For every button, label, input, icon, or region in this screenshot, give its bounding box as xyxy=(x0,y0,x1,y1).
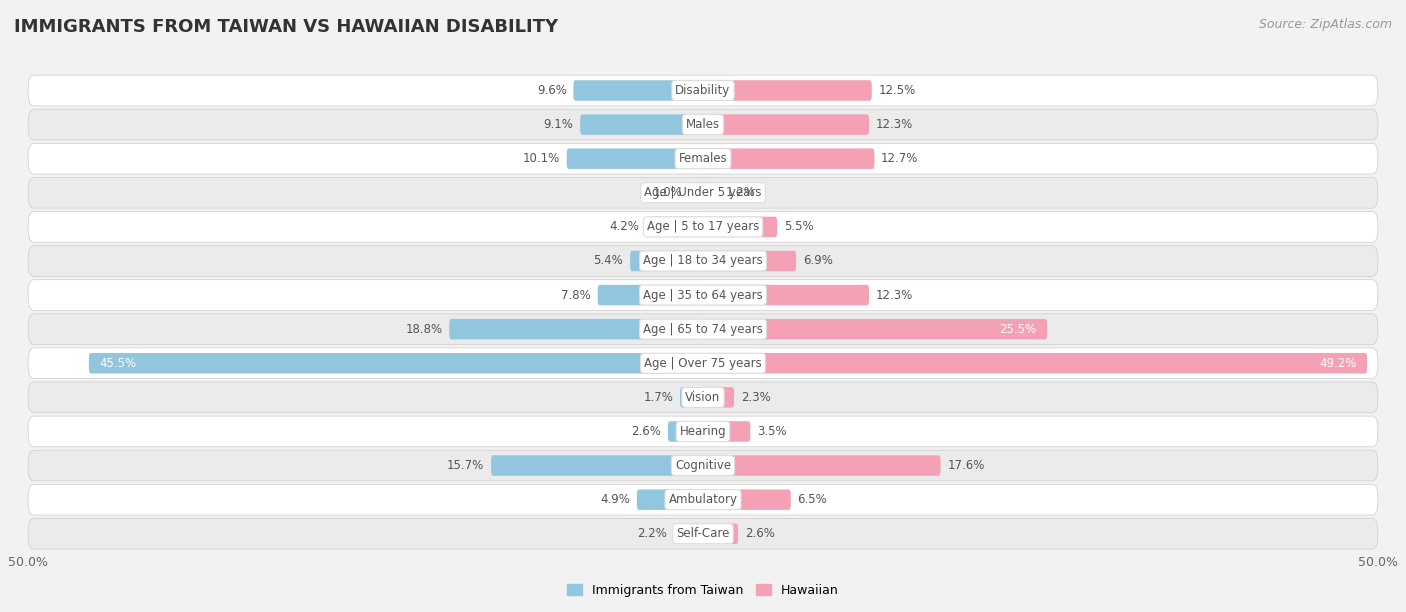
Text: 1.2%: 1.2% xyxy=(725,186,756,200)
FancyBboxPatch shape xyxy=(703,149,875,169)
Text: Age | Over 75 years: Age | Over 75 years xyxy=(644,357,762,370)
FancyBboxPatch shape xyxy=(89,353,703,373)
Legend: Immigrants from Taiwan, Hawaiian: Immigrants from Taiwan, Hawaiian xyxy=(562,579,844,602)
Text: 12.5%: 12.5% xyxy=(879,84,915,97)
FancyBboxPatch shape xyxy=(703,490,790,510)
Text: Ambulatory: Ambulatory xyxy=(668,493,738,506)
FancyBboxPatch shape xyxy=(637,490,703,510)
Text: 3.5%: 3.5% xyxy=(756,425,786,438)
FancyBboxPatch shape xyxy=(28,245,1378,276)
FancyBboxPatch shape xyxy=(28,75,1378,106)
Text: 2.2%: 2.2% xyxy=(637,528,666,540)
FancyBboxPatch shape xyxy=(703,387,734,408)
Text: 25.5%: 25.5% xyxy=(1000,323,1036,335)
FancyBboxPatch shape xyxy=(681,387,703,408)
Text: Age | 65 to 74 years: Age | 65 to 74 years xyxy=(643,323,763,335)
FancyBboxPatch shape xyxy=(28,109,1378,140)
FancyBboxPatch shape xyxy=(28,314,1378,345)
FancyBboxPatch shape xyxy=(491,455,703,476)
Text: 45.5%: 45.5% xyxy=(100,357,136,370)
FancyBboxPatch shape xyxy=(630,251,703,271)
Text: 5.5%: 5.5% xyxy=(785,220,814,233)
FancyBboxPatch shape xyxy=(574,80,703,101)
Text: Age | Under 5 years: Age | Under 5 years xyxy=(644,186,762,200)
FancyBboxPatch shape xyxy=(703,421,751,442)
FancyBboxPatch shape xyxy=(703,353,1367,373)
FancyBboxPatch shape xyxy=(673,523,703,544)
Text: 12.3%: 12.3% xyxy=(876,118,912,131)
Text: 2.6%: 2.6% xyxy=(745,528,775,540)
Text: 12.3%: 12.3% xyxy=(876,289,912,302)
Text: Disability: Disability xyxy=(675,84,731,97)
Text: Females: Females xyxy=(679,152,727,165)
Text: 2.6%: 2.6% xyxy=(631,425,661,438)
FancyBboxPatch shape xyxy=(28,450,1378,481)
Text: Males: Males xyxy=(686,118,720,131)
Text: 9.6%: 9.6% xyxy=(537,84,567,97)
FancyBboxPatch shape xyxy=(703,182,720,203)
Text: Source: ZipAtlas.com: Source: ZipAtlas.com xyxy=(1258,18,1392,31)
FancyBboxPatch shape xyxy=(28,212,1378,242)
FancyBboxPatch shape xyxy=(703,319,1047,340)
Text: 17.6%: 17.6% xyxy=(948,459,984,472)
Text: 1.0%: 1.0% xyxy=(652,186,683,200)
FancyBboxPatch shape xyxy=(703,114,869,135)
Text: 4.2%: 4.2% xyxy=(610,220,640,233)
Text: Self-Care: Self-Care xyxy=(676,528,730,540)
Text: 18.8%: 18.8% xyxy=(405,323,443,335)
FancyBboxPatch shape xyxy=(28,484,1378,515)
FancyBboxPatch shape xyxy=(28,280,1378,310)
Text: Age | 18 to 34 years: Age | 18 to 34 years xyxy=(643,255,763,267)
Text: 12.7%: 12.7% xyxy=(882,152,918,165)
Text: 9.1%: 9.1% xyxy=(544,118,574,131)
Text: 6.9%: 6.9% xyxy=(803,255,832,267)
Text: 15.7%: 15.7% xyxy=(447,459,484,472)
FancyBboxPatch shape xyxy=(689,182,703,203)
Text: Hearing: Hearing xyxy=(679,425,727,438)
FancyBboxPatch shape xyxy=(450,319,703,340)
Text: IMMIGRANTS FROM TAIWAN VS HAWAIIAN DISABILITY: IMMIGRANTS FROM TAIWAN VS HAWAIIAN DISAB… xyxy=(14,18,558,36)
FancyBboxPatch shape xyxy=(703,285,869,305)
Text: 6.5%: 6.5% xyxy=(797,493,827,506)
FancyBboxPatch shape xyxy=(703,455,941,476)
FancyBboxPatch shape xyxy=(567,149,703,169)
FancyBboxPatch shape xyxy=(28,177,1378,208)
Text: 4.9%: 4.9% xyxy=(600,493,630,506)
Text: 49.2%: 49.2% xyxy=(1319,357,1357,370)
FancyBboxPatch shape xyxy=(647,217,703,237)
Text: 10.1%: 10.1% xyxy=(523,152,560,165)
Text: Age | 5 to 17 years: Age | 5 to 17 years xyxy=(647,220,759,233)
FancyBboxPatch shape xyxy=(28,416,1378,447)
FancyBboxPatch shape xyxy=(28,143,1378,174)
FancyBboxPatch shape xyxy=(703,523,738,544)
FancyBboxPatch shape xyxy=(703,217,778,237)
Text: 1.7%: 1.7% xyxy=(644,391,673,404)
Text: Cognitive: Cognitive xyxy=(675,459,731,472)
Text: Vision: Vision xyxy=(685,391,721,404)
Text: 7.8%: 7.8% xyxy=(561,289,591,302)
FancyBboxPatch shape xyxy=(28,382,1378,412)
Text: 2.3%: 2.3% xyxy=(741,391,770,404)
FancyBboxPatch shape xyxy=(28,518,1378,549)
Text: 5.4%: 5.4% xyxy=(593,255,623,267)
FancyBboxPatch shape xyxy=(668,421,703,442)
FancyBboxPatch shape xyxy=(703,251,796,271)
FancyBboxPatch shape xyxy=(28,348,1378,379)
FancyBboxPatch shape xyxy=(598,285,703,305)
Text: Age | 35 to 64 years: Age | 35 to 64 years xyxy=(643,289,763,302)
FancyBboxPatch shape xyxy=(703,80,872,101)
FancyBboxPatch shape xyxy=(581,114,703,135)
